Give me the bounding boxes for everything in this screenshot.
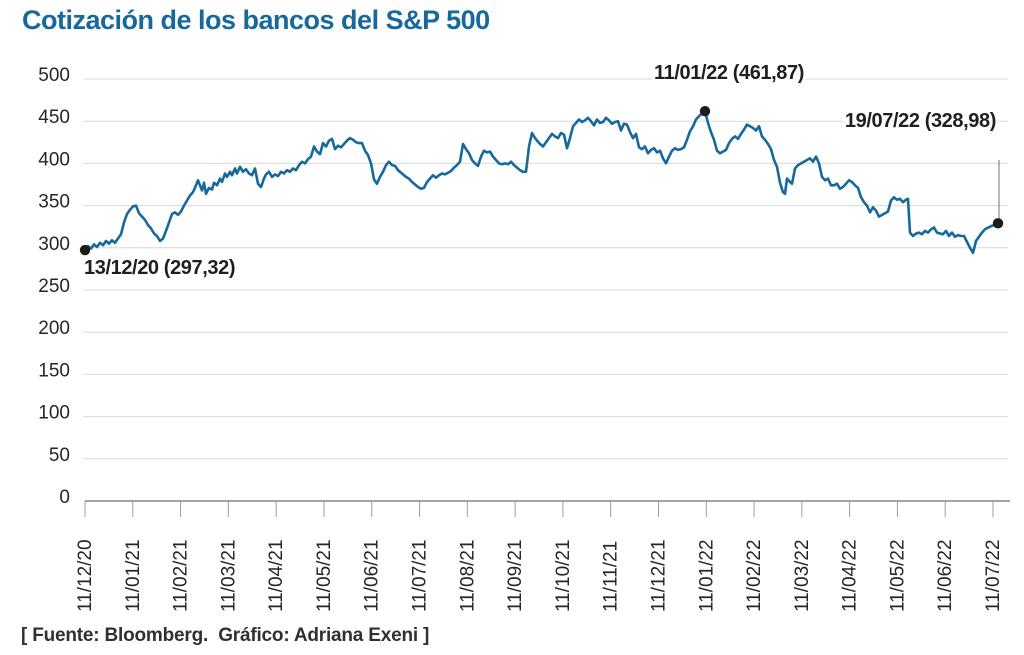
markers <box>79 105 1004 256</box>
x-tick-label: 11/03/21 <box>218 539 239 612</box>
annotation-end-value: 19/07/22 (328,98) <box>842 110 998 133</box>
x-tick-label: 11/02/22 <box>744 539 765 612</box>
x-tick-label: 11/10/21 <box>553 539 574 612</box>
x-tick-label: 11/09/21 <box>505 539 526 612</box>
x-tick-label: 11/02/21 <box>171 539 192 612</box>
marker-dot <box>699 105 711 117</box>
x-tick-label: 11/01/22 <box>696 539 717 612</box>
y-tick-label: 0 <box>59 487 70 508</box>
marker-dot <box>79 244 91 256</box>
x-tick-label: 11/06/21 <box>362 539 383 612</box>
x-tick-label: 11/04/21 <box>266 539 287 612</box>
y-tick-label: 150 <box>38 360 70 381</box>
x-tick-label: 11/01/21 <box>123 539 144 612</box>
x-tick-label: 11/06/22 <box>935 539 956 612</box>
price-line <box>83 109 1000 255</box>
marker-dot <box>992 218 1004 229</box>
y-tick-label: 100 <box>38 403 70 424</box>
annotation-peak-value: 11/01/22 (461,87) <box>652 62 806 85</box>
y-tick-label: 400 <box>38 149 70 170</box>
y-tick-label: 300 <box>38 234 70 255</box>
y-tick-label: 500 <box>38 65 70 86</box>
y-tick-label: 250 <box>38 276 70 297</box>
y-tick-label: 350 <box>38 192 70 213</box>
x-tick-label: 11/04/22 <box>840 539 861 612</box>
y-tick-label: 200 <box>38 318 70 339</box>
x-tick-label: 11/05/21 <box>314 539 335 612</box>
x-axis: 11/12/20 11/01/21 11/02/21 11/03/21 11/04/21… <box>75 500 1010 612</box>
annotation-start-value: 13/12/20 (297,32) <box>82 257 238 280</box>
x-tick-label: 11/12/20 <box>75 539 96 612</box>
x-tick-label: 11/05/22 <box>887 539 908 612</box>
source-credit: [ Fuente: Bloomberg. Gráfico: Adriana Ex… <box>21 625 430 646</box>
x-tick-label: 11/07/21 <box>410 539 431 612</box>
x-tick-label: 11/12/21 <box>648 539 669 612</box>
x-tick-label: 11/07/22 <box>983 539 1004 612</box>
x-tick-label: 11/08/21 <box>457 539 478 612</box>
x-tick-label: 11/03/22 <box>792 539 813 612</box>
chart-title: Cotización de los bancos del S&P 500 <box>22 5 490 35</box>
series-lines <box>83 109 1000 255</box>
x-tick-label: 11/11/21 <box>601 541 622 612</box>
y-tick-label: 50 <box>49 445 70 466</box>
y-tick-label: 450 <box>38 107 70 128</box>
